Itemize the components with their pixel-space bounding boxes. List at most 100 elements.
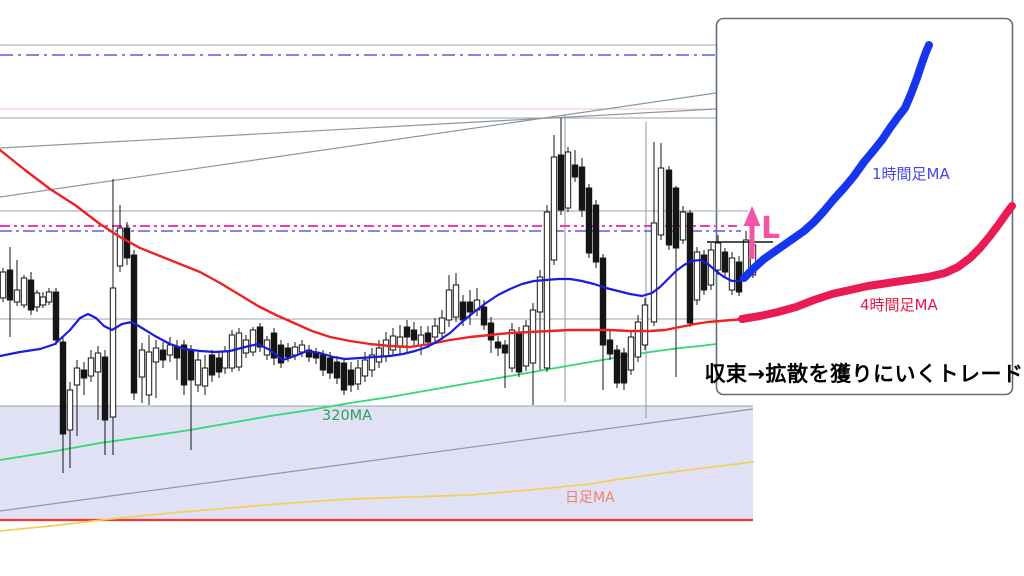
candle-body <box>410 329 418 341</box>
candle-body <box>693 251 701 301</box>
daily-ma-line <box>0 461 754 532</box>
candle-body <box>187 349 195 381</box>
candle-body <box>487 322 495 341</box>
candle-body <box>166 344 174 356</box>
candle-body <box>45 291 53 303</box>
candle-body <box>13 289 21 303</box>
candle-body <box>298 344 306 353</box>
candle-body <box>403 326 411 338</box>
candle-body <box>431 325 439 338</box>
candle-body <box>138 349 146 378</box>
candle-body <box>173 346 181 359</box>
candle-body <box>249 329 257 353</box>
candle-body <box>194 359 202 386</box>
candle-body <box>291 346 299 356</box>
candle-body <box>466 301 474 313</box>
candle-body <box>87 357 95 377</box>
trendline <box>0 408 754 512</box>
candle-body <box>0 271 7 299</box>
candle-body <box>508 329 516 369</box>
candle-body <box>116 227 124 267</box>
candle-body <box>389 335 397 351</box>
ma-320-line <box>0 343 717 461</box>
candle-body <box>657 167 665 236</box>
trade-note-text: 収束→拡散を獲りにいくトレード <box>704 362 1023 386</box>
candle-body <box>536 276 544 313</box>
candle-body <box>27 279 35 311</box>
candle-body <box>620 352 628 384</box>
candle-body <box>73 367 81 386</box>
trendline <box>0 92 717 198</box>
candle-body <box>33 292 41 308</box>
candle-body <box>270 332 278 359</box>
candle-body <box>613 349 621 384</box>
candle-body <box>564 151 572 209</box>
candle-body <box>52 291 60 341</box>
candle-body <box>109 287 117 418</box>
candle-body <box>159 349 167 361</box>
candle-body <box>501 344 509 354</box>
4hour-ma-line <box>0 148 746 349</box>
candle-body <box>208 354 216 376</box>
candle-body <box>672 187 680 249</box>
candle-body <box>145 351 153 396</box>
candle-body <box>284 347 292 358</box>
long-entry-letter: L <box>761 211 780 246</box>
candle-body <box>94 352 102 373</box>
candle-body <box>438 317 446 334</box>
candle-body <box>221 351 229 369</box>
candle-body <box>201 367 209 387</box>
label-daily-ma: 日足MA <box>565 490 615 506</box>
label-320ma: 320MA <box>322 408 372 424</box>
candle-body <box>39 296 47 306</box>
candle-body <box>361 359 369 377</box>
candle-body <box>578 166 586 211</box>
candle-body <box>340 362 348 391</box>
candle-body <box>650 222 658 323</box>
candle-body <box>333 361 341 379</box>
candle-body <box>480 306 488 326</box>
candle-body <box>529 309 537 364</box>
candle-body <box>256 326 264 348</box>
candle-body <box>80 369 88 379</box>
candle-body <box>305 349 313 358</box>
candle-body <box>368 354 376 371</box>
candle-body <box>215 357 223 373</box>
candle-body <box>452 284 460 318</box>
candle-body <box>557 154 565 211</box>
candle-body <box>459 301 467 321</box>
candle-body <box>152 347 160 363</box>
candle-body <box>700 254 708 291</box>
candle-body <box>515 331 523 373</box>
candle-body <box>585 187 593 254</box>
candle-body <box>714 242 722 271</box>
candle-body <box>417 334 425 346</box>
candle-body <box>634 321 642 358</box>
4hour-ma-projection-curve <box>738 202 1016 323</box>
candle-body <box>606 339 614 355</box>
candle-body <box>728 257 736 291</box>
candle-body <box>101 356 109 421</box>
label-4hour-ma: 4時間足MA <box>860 296 938 314</box>
candle-body <box>6 269 14 301</box>
candle-body <box>66 389 74 431</box>
candle-body <box>494 341 502 349</box>
candle-body <box>679 211 687 241</box>
long-entry-arrow-head <box>743 206 761 226</box>
candle-body <box>522 325 530 367</box>
candle-body <box>180 344 188 386</box>
candle-body <box>742 239 750 274</box>
annotation-box <box>715 17 1014 396</box>
candle-body <box>347 369 355 386</box>
1hour-ma-line <box>0 258 748 362</box>
support-zone-band <box>0 406 753 519</box>
candle-body <box>319 354 327 371</box>
candle-body <box>445 289 453 321</box>
1hour-ma-projection-curve <box>740 41 933 282</box>
candle-body <box>375 347 383 363</box>
candle-body <box>721 251 729 273</box>
chart-underlay <box>0 44 754 532</box>
candle-body <box>686 212 694 324</box>
